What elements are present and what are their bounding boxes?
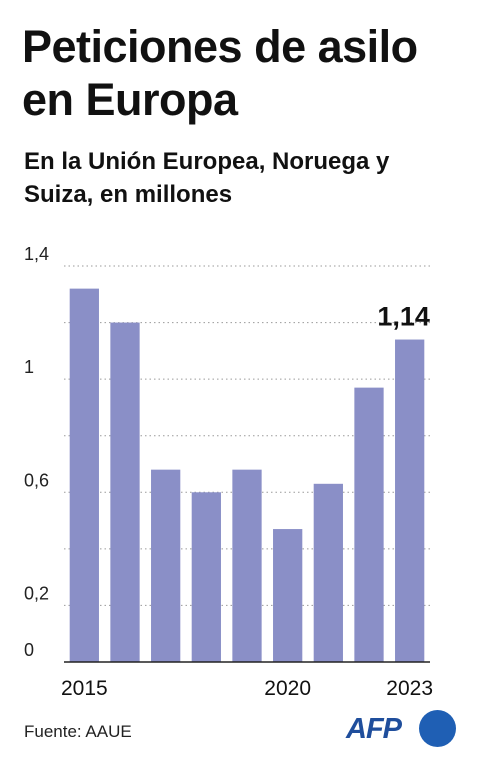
y-tick-label: 0 xyxy=(24,640,34,660)
x-tick-label: 2015 xyxy=(61,677,108,700)
bar-2020 xyxy=(273,529,303,662)
afp-logo-dot-icon xyxy=(419,710,456,747)
y-tick-label: 1,4 xyxy=(24,244,49,264)
afp-logo: AFP xyxy=(346,710,458,748)
bar-2022 xyxy=(354,387,384,662)
bar-chart: 0 0,2 0,6 1 1,4 2015 2020 2023 1,14 xyxy=(24,244,433,700)
x-tick-label: 2020 xyxy=(264,677,311,700)
x-tick-label: 2023 xyxy=(386,677,433,700)
bar-2023 xyxy=(395,339,425,662)
bar-2017 xyxy=(151,469,181,662)
afp-logo-text: AFP xyxy=(346,713,402,745)
bar-2019 xyxy=(232,469,262,662)
value-label-2023: 1,14 xyxy=(377,302,430,332)
chart-title: Peticiones de asilo en Europa xyxy=(22,21,418,125)
y-tick-label: 0,2 xyxy=(24,583,49,603)
source-note: Fuente: AAUE xyxy=(24,722,132,741)
y-tick-label: 1 xyxy=(24,357,34,377)
y-axis-ticks: 0 0,2 0,6 1 1,4 xyxy=(24,244,49,660)
bars xyxy=(69,288,425,662)
x-axis-ticks: 2015 2020 2023 xyxy=(61,677,433,700)
bar-2021 xyxy=(313,483,343,662)
chart-subtitle: En la Unión Europea, Noruega y Suiza, en… xyxy=(24,148,390,208)
bar-2015 xyxy=(69,288,99,662)
bar-2018 xyxy=(191,492,221,662)
bar-2016 xyxy=(110,322,140,662)
annotations: 1,14 xyxy=(377,302,430,332)
y-tick-label: 0,6 xyxy=(24,470,49,490)
